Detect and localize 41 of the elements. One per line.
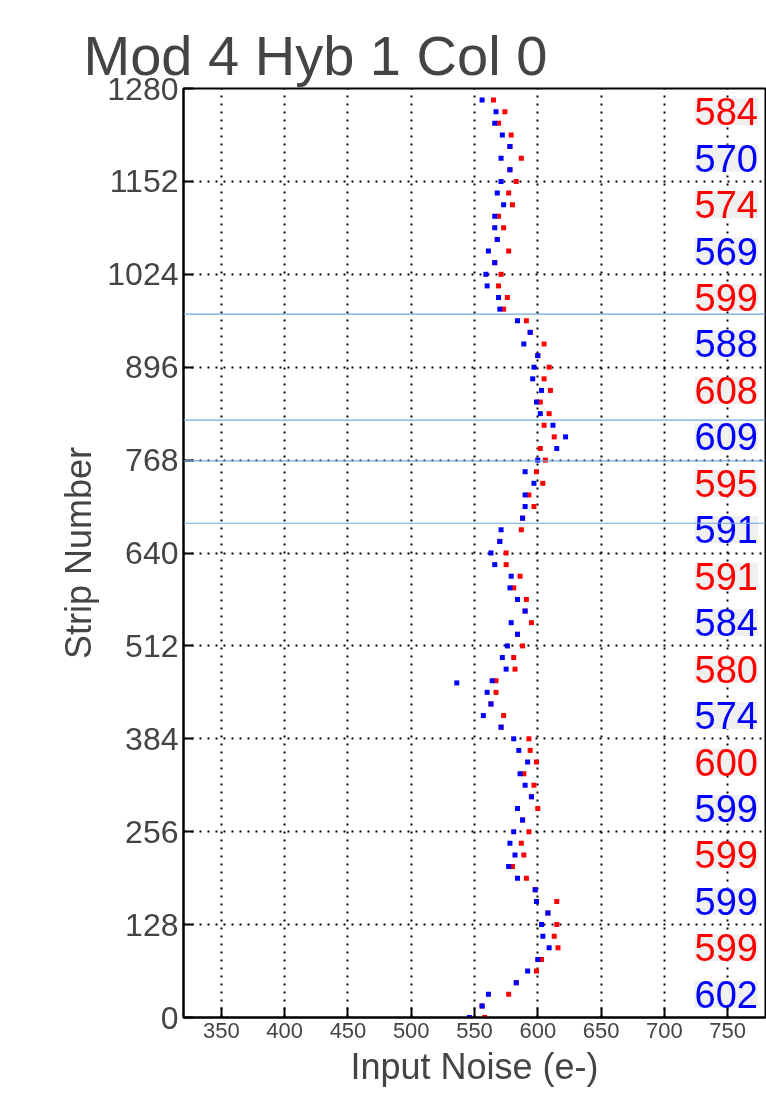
annotation: 599 [694, 787, 758, 830]
annotation: 570 [694, 137, 758, 180]
x-axis-title: Input Noise (e-) [350, 1045, 599, 1087]
y-tick-label: 1152 [109, 163, 179, 200]
x-tick-label: 400 [266, 1017, 304, 1043]
x-tick-label: 350 [203, 1017, 240, 1043]
annotation: 569 [694, 230, 758, 273]
annotation: 591 [694, 509, 758, 552]
annotation: 602 [694, 973, 758, 1016]
annotation: 599 [694, 927, 758, 970]
annotation: 599 [694, 834, 758, 877]
x-tick-label: 450 [329, 1017, 367, 1043]
y-tick-label: 896 [125, 349, 179, 386]
y-tick-label: 384 [125, 720, 179, 757]
annotation: 584 [694, 602, 758, 645]
y-tick-label: 128 [125, 906, 179, 943]
annotation: 595 [694, 462, 758, 505]
annotation: 580 [694, 648, 758, 691]
annotation: 600 [694, 741, 758, 784]
annotation: 591 [694, 555, 758, 598]
x-tick-label: 600 [519, 1017, 557, 1043]
y-tick-label: 640 [125, 535, 179, 571]
annotation: 574 [694, 184, 758, 227]
x-tick-label: 500 [392, 1017, 430, 1043]
x-tick-label: 700 [645, 1017, 683, 1043]
y-tick-label: 1024 [107, 256, 179, 293]
annotation: 599 [694, 277, 758, 320]
y-tick-label: 0 [160, 999, 179, 1036]
annotation: 609 [694, 416, 758, 459]
annotation: 599 [694, 880, 758, 923]
annotation: 588 [694, 323, 758, 366]
y-tick-label: 512 [125, 627, 179, 664]
y-axis-title: Strip Number [58, 446, 100, 660]
annotation: 584 [694, 91, 758, 134]
x-tick-label: 750 [709, 1017, 746, 1043]
annotation: 574 [694, 695, 758, 738]
x-tick-label: 650 [582, 1017, 620, 1043]
x-tick-label: 550 [456, 1017, 493, 1043]
y-tick-label: 768 [125, 442, 179, 479]
annotation: 608 [694, 369, 758, 412]
y-tick-label: 256 [125, 813, 179, 850]
